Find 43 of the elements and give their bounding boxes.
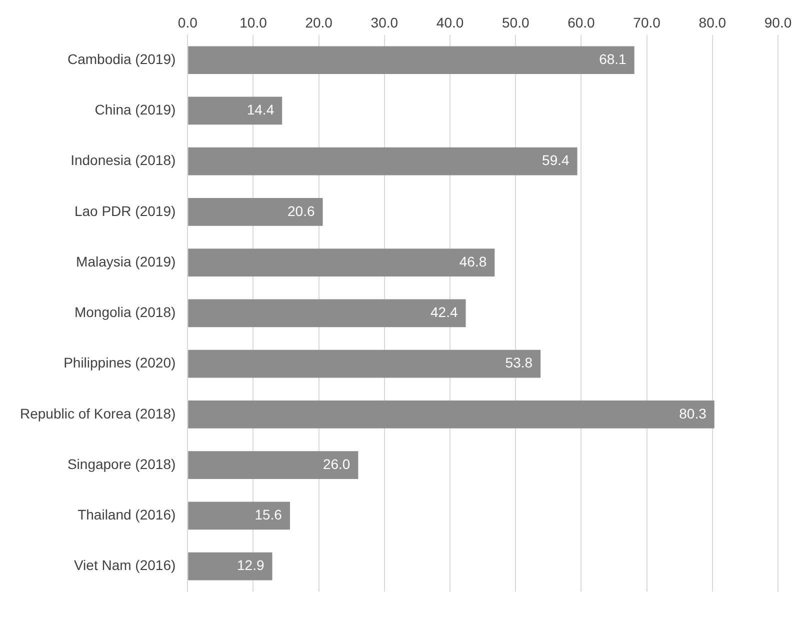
x-tick-label: 0.0 <box>178 14 198 30</box>
data-label: 26.0 <box>322 456 350 472</box>
x-tick-label: 80.0 <box>698 14 726 30</box>
x-tick-label: 40.0 <box>436 14 464 30</box>
x-tick-label: 10.0 <box>240 14 268 30</box>
x-tick-label: 50.0 <box>502 14 530 30</box>
bar <box>188 502 290 530</box>
data-label: 12.9 <box>237 557 264 574</box>
x-tick-label: 30.0 <box>370 14 398 30</box>
bar <box>188 451 358 479</box>
y-tick-label: China (2019) <box>94 102 176 118</box>
bar <box>188 46 634 74</box>
x-tick-label: 60.0 <box>568 14 596 30</box>
y-tick-label: Philippines (2020) <box>64 354 176 371</box>
data-label: 42.4 <box>430 304 458 320</box>
data-label: 59.4 <box>542 152 570 168</box>
y-tick-label: Malaysia (2019) <box>76 253 176 270</box>
bar <box>188 350 541 378</box>
bar <box>188 198 323 226</box>
data-label: 80.3 <box>679 405 707 422</box>
data-label: 46.8 <box>459 253 487 270</box>
y-tick-label: Singapore (2018) <box>67 456 176 472</box>
x-tick-label: 20.0 <box>305 14 333 30</box>
data-label: 15.6 <box>254 506 282 523</box>
y-tick-label: Thailand (2016) <box>78 506 176 523</box>
bar <box>188 147 578 176</box>
bar <box>188 299 466 328</box>
y-tick-label: Viet Nam (2016) <box>74 557 176 574</box>
y-tick-label: Lao PDR (2019) <box>74 202 176 219</box>
y-tick-label: Republic of Korea (2018) <box>20 405 176 422</box>
bar <box>188 96 282 125</box>
data-label: 53.8 <box>505 354 533 371</box>
x-tick-label: 70.0 <box>633 14 661 30</box>
bar <box>188 552 272 580</box>
data-label: 68.1 <box>599 50 627 67</box>
x-tick-label: 90.0 <box>764 14 792 30</box>
data-label: 20.6 <box>288 202 315 219</box>
y-tick-label: Cambodia (2019) <box>67 50 176 67</box>
bar <box>188 400 714 428</box>
bar <box>188 248 495 276</box>
data-label: 14.4 <box>246 102 274 118</box>
y-tick-label: Mongolia (2018) <box>74 304 176 320</box>
y-tick-label: Indonesia (2018) <box>70 152 176 168</box>
